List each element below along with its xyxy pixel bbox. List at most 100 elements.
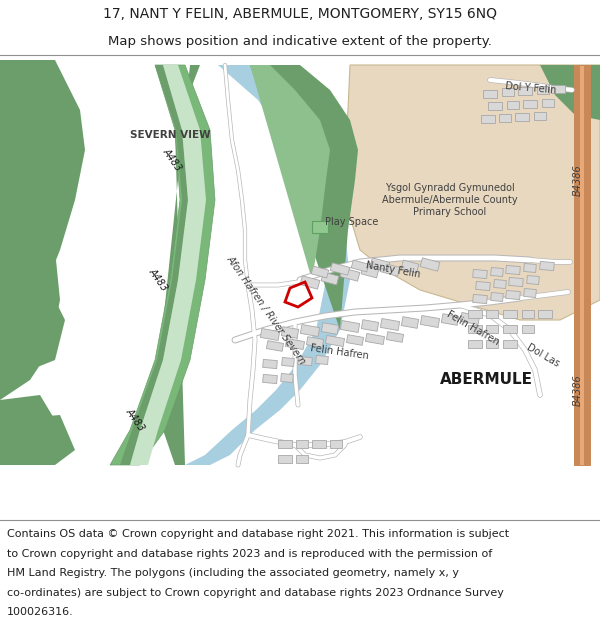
Bar xyxy=(542,99,554,107)
Polygon shape xyxy=(574,65,580,465)
Bar xyxy=(491,292,503,301)
Bar xyxy=(380,319,400,331)
Polygon shape xyxy=(540,65,600,120)
Bar xyxy=(281,327,299,338)
Polygon shape xyxy=(120,65,188,465)
Bar xyxy=(506,266,520,274)
Polygon shape xyxy=(250,65,330,280)
Bar xyxy=(340,268,360,281)
Bar xyxy=(312,221,328,233)
Text: Map shows position and indicative extent of the property.: Map shows position and indicative extent… xyxy=(108,35,492,48)
Polygon shape xyxy=(0,415,75,465)
Bar xyxy=(483,90,497,98)
Bar xyxy=(260,329,280,341)
Text: HM Land Registry. The polygons (including the associated geometry, namely x, y: HM Land Registry. The polygons (includin… xyxy=(7,568,459,578)
Polygon shape xyxy=(175,65,350,465)
Bar xyxy=(539,261,554,271)
Text: A483: A483 xyxy=(161,147,184,173)
Bar xyxy=(346,334,364,346)
Bar xyxy=(301,324,320,336)
Polygon shape xyxy=(584,65,590,465)
Text: 100026316.: 100026316. xyxy=(7,607,74,617)
Bar xyxy=(278,440,292,448)
Bar xyxy=(473,294,487,304)
Text: Dol Las: Dol Las xyxy=(525,342,561,368)
Text: SEVERN VIEW: SEVERN VIEW xyxy=(130,130,211,140)
Bar xyxy=(499,114,511,122)
Bar xyxy=(380,263,400,276)
Bar xyxy=(281,374,293,382)
Bar xyxy=(278,455,292,463)
Bar xyxy=(420,258,440,271)
Text: ABERMULE: ABERMULE xyxy=(440,372,533,388)
Polygon shape xyxy=(0,60,85,380)
Bar xyxy=(325,336,344,346)
Bar xyxy=(322,322,338,334)
Bar xyxy=(509,278,523,287)
Bar xyxy=(286,339,305,349)
Polygon shape xyxy=(574,65,590,465)
Bar xyxy=(506,291,520,299)
Polygon shape xyxy=(250,65,358,330)
Bar xyxy=(351,260,369,272)
Bar xyxy=(486,325,498,333)
Bar xyxy=(365,334,385,344)
Bar xyxy=(488,102,502,110)
Text: Felin Hafren: Felin Hafren xyxy=(445,309,501,347)
Bar xyxy=(263,374,277,384)
Bar xyxy=(486,340,498,348)
Bar xyxy=(524,264,536,272)
Bar xyxy=(312,440,326,448)
Polygon shape xyxy=(0,395,55,465)
Text: Ysgol Gynradd Gymunedol
Abermule/Abermule County
Primary School: Ysgol Gynradd Gymunedol Abermule/Abermul… xyxy=(382,183,518,217)
Bar xyxy=(491,268,503,276)
Polygon shape xyxy=(130,65,206,465)
Bar xyxy=(476,281,490,291)
Bar xyxy=(522,325,534,333)
Bar xyxy=(537,86,549,94)
Bar xyxy=(442,314,458,326)
Bar xyxy=(473,269,487,279)
Bar xyxy=(522,310,534,318)
Bar xyxy=(370,258,390,270)
Bar xyxy=(523,100,537,108)
Bar xyxy=(311,266,329,278)
Polygon shape xyxy=(110,65,215,465)
Bar xyxy=(507,101,519,109)
Bar xyxy=(503,310,517,318)
Text: A483: A483 xyxy=(146,267,169,293)
Bar xyxy=(401,317,419,328)
Bar xyxy=(503,325,517,333)
Bar xyxy=(515,113,529,121)
Bar xyxy=(330,262,350,275)
Bar xyxy=(538,310,552,318)
Bar xyxy=(316,356,328,364)
Bar xyxy=(502,88,514,96)
Bar xyxy=(386,332,404,342)
Bar xyxy=(518,87,532,95)
Text: 17, NANT Y FELIN, ABERMULE, MONTGOMERY, SY15 6NQ: 17, NANT Y FELIN, ABERMULE, MONTGOMERY, … xyxy=(103,7,497,21)
Bar xyxy=(551,85,565,93)
Text: B4386: B4386 xyxy=(573,164,583,196)
Bar xyxy=(460,312,479,324)
Bar xyxy=(266,341,284,351)
Bar xyxy=(296,440,308,448)
Text: Contains OS data © Crown copyright and database right 2021. This information is : Contains OS data © Crown copyright and d… xyxy=(7,529,509,539)
Bar xyxy=(468,340,482,348)
Text: Play Space: Play Space xyxy=(325,217,379,227)
Text: Afon Hafren / River Severn: Afon Hafren / River Severn xyxy=(225,254,308,366)
Bar xyxy=(534,112,546,120)
Text: Felin Hafren: Felin Hafren xyxy=(310,343,370,361)
Bar xyxy=(307,337,323,348)
Polygon shape xyxy=(0,290,65,370)
Bar xyxy=(298,356,313,366)
Text: A483: A483 xyxy=(124,407,146,433)
Bar xyxy=(361,265,379,278)
Polygon shape xyxy=(0,60,55,130)
Bar xyxy=(263,359,277,369)
Bar xyxy=(481,115,495,123)
Bar xyxy=(494,279,506,289)
Bar xyxy=(330,440,342,448)
Bar xyxy=(300,276,320,289)
Polygon shape xyxy=(0,200,60,400)
